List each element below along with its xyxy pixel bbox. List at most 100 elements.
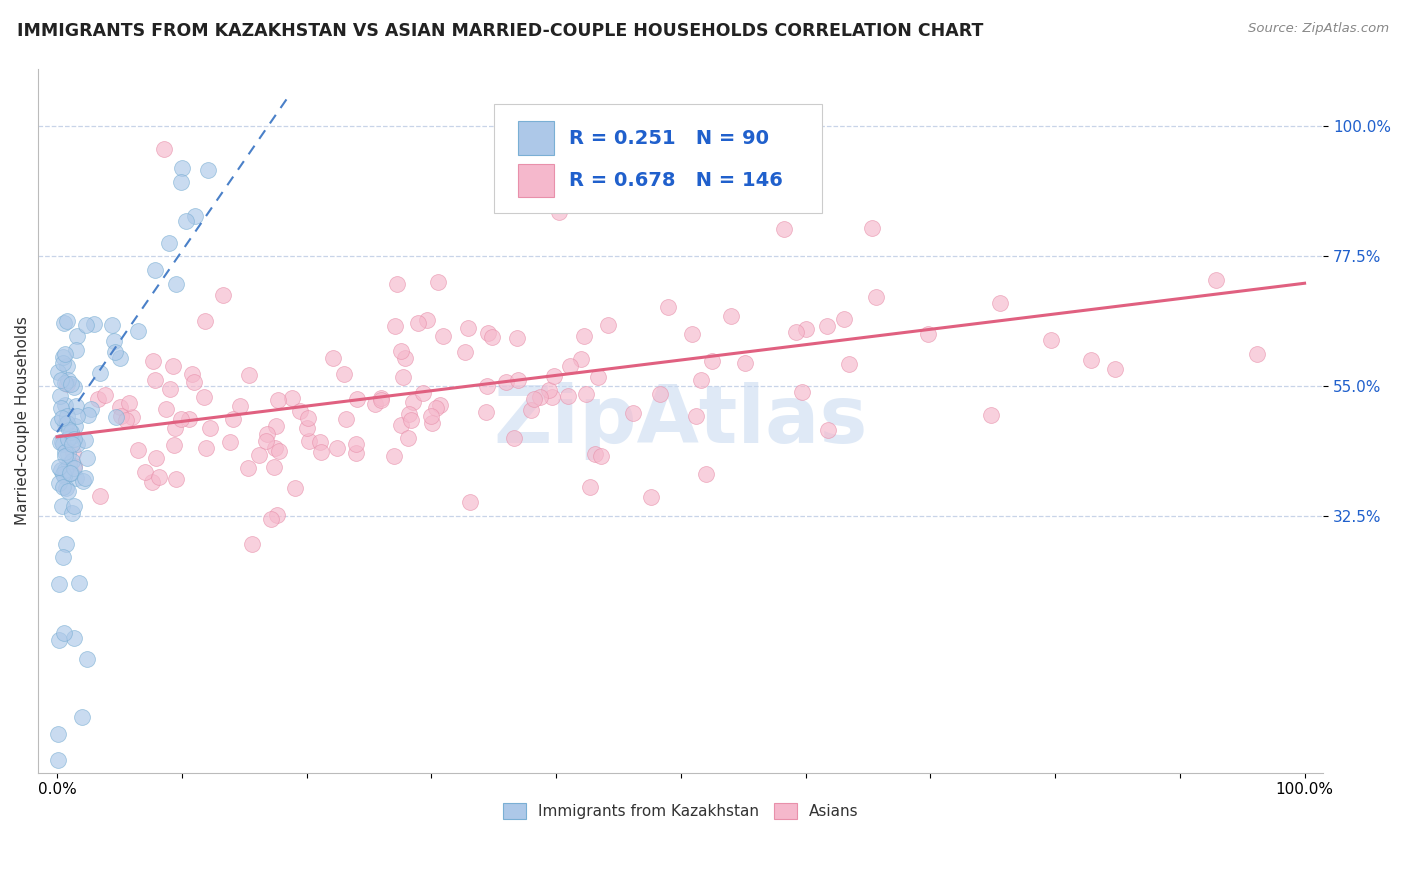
- Point: [148, 469, 170, 483]
- Point: [75, 434, 97, 448]
- Point: [420, 416, 443, 430]
- Point: [55, 463, 77, 477]
- Point: [52, 626, 75, 640]
- Point: [51, 410, 73, 425]
- Point: [62, 432, 84, 446]
- Point: [557, 389, 579, 403]
- Point: [49, 434, 72, 449]
- Point: [49, 389, 72, 403]
- Point: [1080, 352, 1102, 367]
- Point: [63, 460, 86, 475]
- Point: [396, 431, 419, 445]
- Point: [66, 329, 89, 343]
- Point: [222, 412, 245, 426]
- Point: [176, 214, 198, 228]
- Point: [143, 263, 166, 277]
- Point: [49, 463, 72, 477]
- Point: [529, 390, 551, 404]
- Point: [399, 413, 422, 427]
- Point: [101, 318, 124, 333]
- Point: [569, 352, 592, 367]
- Point: [238, 368, 260, 383]
- Point: [263, 460, 285, 475]
- Point: [495, 376, 517, 390]
- Point: [49, 401, 72, 416]
- Point: [103, 334, 125, 348]
- Point: [917, 326, 939, 341]
- Point: [326, 441, 349, 455]
- Text: R = 0.251   N = 90: R = 0.251 N = 90: [569, 128, 769, 148]
- Point: [52, 356, 75, 370]
- Point: [180, 367, 202, 381]
- Point: [60, 506, 83, 520]
- Point: [53, 417, 76, 431]
- Point: [198, 421, 221, 435]
- Point: [560, 359, 582, 374]
- Point: [832, 312, 855, 326]
- Point: [364, 396, 387, 410]
- Point: [48, 577, 70, 591]
- Point: [370, 391, 392, 405]
- Point: [298, 434, 321, 449]
- Point: [588, 369, 610, 384]
- Point: [52, 480, 75, 494]
- Point: [267, 443, 290, 458]
- Point: [58, 423, 80, 437]
- Point: [212, 288, 235, 302]
- Point: [427, 275, 450, 289]
- Point: [143, 373, 166, 387]
- Point: [157, 235, 180, 250]
- Point: [815, 318, 838, 333]
- Point: [46, 727, 69, 741]
- Point: [197, 163, 219, 178]
- Point: [335, 412, 357, 426]
- Point: [184, 209, 207, 223]
- Point: [389, 343, 412, 358]
- Point: [58, 457, 80, 471]
- Point: [537, 384, 560, 398]
- Point: [425, 401, 447, 415]
- Point: [1246, 347, 1268, 361]
- Point: [172, 161, 194, 175]
- Point: [83, 317, 105, 331]
- Point: [785, 325, 807, 339]
- Point: [263, 441, 285, 455]
- Point: [110, 351, 132, 365]
- Point: [63, 499, 86, 513]
- Point: [596, 318, 619, 332]
- Point: [53, 445, 76, 459]
- Point: [240, 536, 263, 550]
- Point: [53, 376, 76, 391]
- Point: [89, 366, 111, 380]
- Point: [48, 459, 70, 474]
- Point: [475, 379, 498, 393]
- Point: [419, 409, 441, 423]
- Point: [65, 343, 87, 357]
- Point: [55, 376, 77, 391]
- Point: [75, 318, 97, 333]
- Legend: Immigrants from Kazakhstan, Asians: Immigrants from Kazakhstan, Asians: [496, 797, 865, 825]
- Point: [52, 437, 75, 451]
- Text: R = 0.678   N = 146: R = 0.678 N = 146: [569, 171, 783, 190]
- Point: [254, 434, 277, 448]
- Point: [127, 324, 149, 338]
- Point: [193, 390, 215, 404]
- Point: [541, 391, 564, 405]
- Point: [76, 651, 98, 665]
- Point: [575, 387, 598, 401]
- Point: [382, 449, 405, 463]
- Point: [46, 365, 69, 379]
- Point: [389, 418, 412, 433]
- Point: [720, 310, 742, 324]
- Point: [384, 318, 406, 333]
- Point: [66, 409, 89, 424]
- Point: [55, 536, 77, 550]
- Point: [94, 388, 117, 402]
- Point: [1040, 333, 1063, 347]
- Point: [370, 393, 392, 408]
- Point: [194, 314, 217, 328]
- Point: [229, 399, 252, 413]
- Point: [105, 410, 128, 425]
- Point: [48, 416, 70, 430]
- Point: [87, 392, 110, 406]
